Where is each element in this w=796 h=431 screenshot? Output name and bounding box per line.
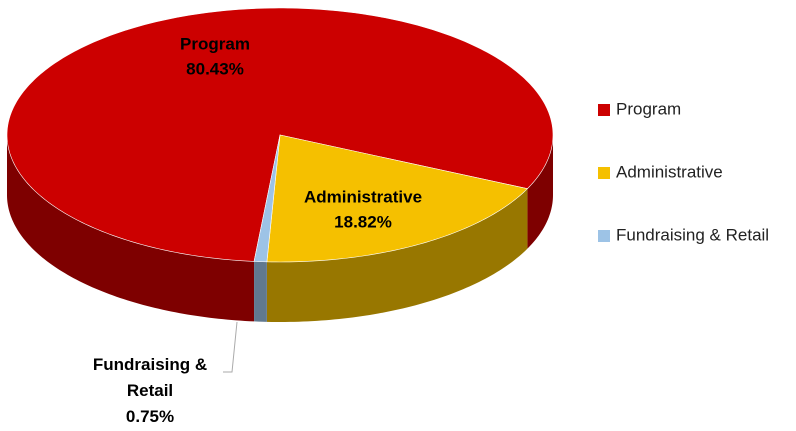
slice [266, 134, 529, 263]
legend-label: Fundraising & Retail [616, 225, 769, 244]
legend-swatch [598, 230, 610, 242]
small-slice-label: Fundraising & Retail 0.75% [80, 352, 220, 430]
slice-value-label: 80.43% [186, 59, 244, 78]
legend-label: Administrative [616, 162, 723, 181]
slice-side [254, 261, 267, 322]
slice-side [266, 188, 528, 322]
legend-swatch [598, 167, 610, 179]
leader-line [223, 321, 238, 373]
slice-category-label: Program [180, 34, 250, 53]
slice-side [527, 135, 553, 249]
slice-side [7, 135, 255, 322]
slice-category-label: Administrative [304, 187, 422, 206]
legend-label: Program [616, 99, 681, 118]
slice [253, 134, 281, 263]
slice-value-label: 18.82% [334, 212, 392, 231]
legend-swatch [598, 104, 610, 116]
slice-value-label: 0.75% [125, 407, 175, 426]
slice-category-label: Fundraising & Retail [92, 355, 208, 400]
